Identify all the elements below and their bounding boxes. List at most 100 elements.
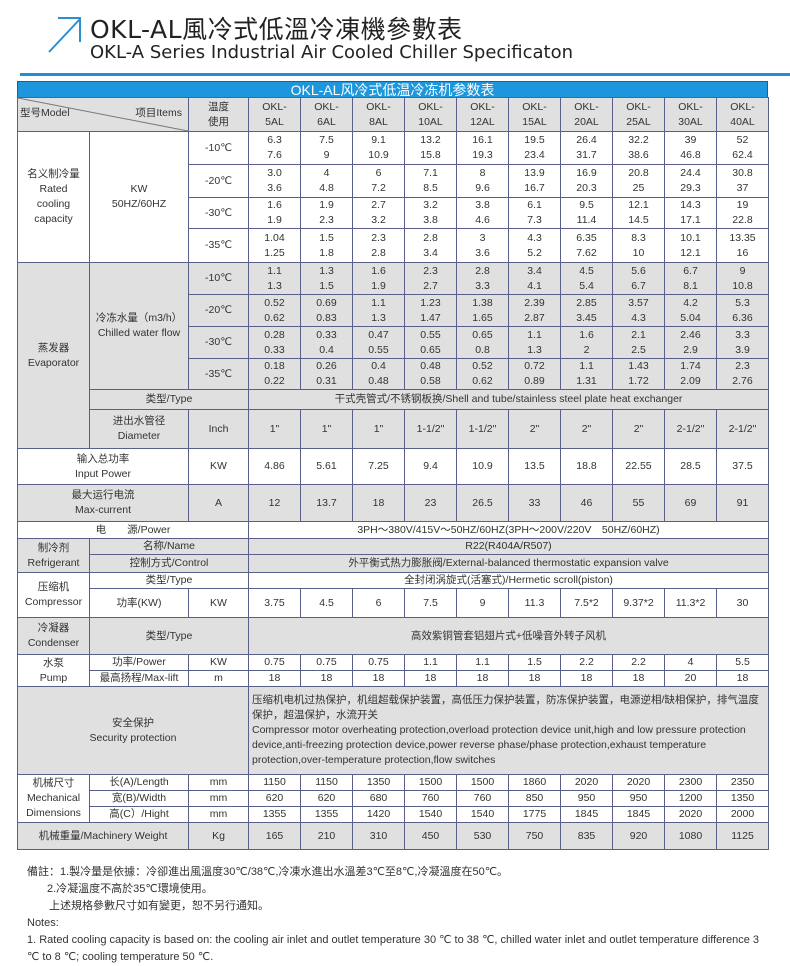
value-a: 3.4: [527, 264, 542, 277]
value-a: 1.1: [579, 360, 594, 372]
value-a: 0.55: [420, 328, 441, 341]
value-cell: 5.3 6.36: [716, 294, 769, 327]
value-b: 1.65: [472, 311, 493, 324]
value-a: 7.1: [423, 167, 438, 179]
value-cell: 26.4 31.7: [560, 131, 613, 165]
value-a: 1.74: [680, 360, 701, 372]
value-b: 0.8: [475, 343, 490, 356]
value-a: 9.1: [371, 134, 386, 146]
value-cell: 4: [664, 654, 717, 671]
value-cell: 3.0 3.6: [248, 164, 301, 198]
value-cell: 18: [352, 670, 405, 687]
table-row: 制冷剂 Refrigerant 名称/Name R22(R404A/R507): [17, 538, 769, 573]
value-b: 3.6: [475, 246, 490, 259]
value-cell: 1.5: [508, 654, 561, 671]
value-b: 19.3: [472, 149, 493, 161]
security-en: Compressor motor overheating protection,…: [252, 724, 746, 766]
value-cell: 5.5: [716, 654, 769, 671]
value-cell: 2020: [612, 774, 665, 791]
ref-control-label: 控制方式/Control: [89, 554, 249, 573]
value-cell: 2.3 2.8: [352, 228, 405, 263]
value-b: 2.87: [524, 311, 545, 324]
value-a: 3.2: [423, 199, 438, 211]
value-cell: 2.39 2.87: [508, 294, 561, 327]
value-a: 2.3: [735, 360, 750, 372]
value-a: 16.1: [472, 134, 493, 146]
value-cell: 680: [352, 790, 405, 807]
value-cell: 1845: [612, 806, 665, 823]
value-cell: 3.8 4.6: [456, 197, 509, 229]
value-cell: 13.7: [300, 484, 353, 522]
value-b: 2.76: [732, 375, 753, 387]
evaporator-label: 蒸发器 Evaporator: [17, 262, 90, 449]
value-b: 1.25: [264, 246, 285, 259]
value-cell: 0.26 0.31: [300, 358, 353, 390]
header-model-items: 型号Model 项目Items: [17, 97, 189, 132]
comp-type: 全封闭涡旋式(活塞式)/Hermetic scroll(piston): [248, 572, 769, 589]
value-b: 3.8: [423, 214, 438, 226]
temp-cell: -10℃: [188, 131, 249, 165]
value-cell: 620: [248, 790, 301, 807]
value-cell: 1420: [352, 806, 405, 823]
value-b: 37: [736, 182, 749, 194]
value-cell: 2": [508, 409, 561, 449]
value-b: 14.5: [628, 214, 649, 226]
dimensions-label: 机械尺寸 Mechanical Dimensions: [17, 774, 90, 823]
table-row: 压缩机 Compressor 类型/Type 全封闭涡旋式(活塞式)/Hermeti…: [17, 572, 769, 618]
value-a: 8.3: [631, 231, 646, 244]
security-label: 安全保护 Security protection: [17, 686, 249, 775]
capacity-label: 名义制冷量 Rated cooling capacity: [17, 131, 90, 263]
value-cell: 310: [352, 822, 405, 850]
header-model-name: OKL- 8AL: [352, 97, 405, 132]
header-model-name: OKL- 15AL: [508, 97, 561, 132]
value-b: 1.72: [628, 375, 649, 387]
value-cell: 850: [508, 790, 561, 807]
value-cell: 10.1 12.1: [664, 228, 717, 263]
value-a: 0.28: [264, 328, 285, 341]
value-cell: 11.3: [508, 588, 561, 618]
value-cell: 1-1/2": [404, 409, 457, 449]
security-cn: 压缩机电机过热保护，机组超载保护装置，高低压力保护装置，防冻保护装置，电源逆相/…: [252, 694, 759, 721]
value-cell: 69: [664, 484, 717, 522]
header-model-name: OKL- 10AL: [404, 97, 457, 132]
value-b: 3.2: [371, 214, 386, 226]
value-cell: 0.69 0.83: [300, 294, 353, 327]
pump-lift-label: 最高扬程/Max-lift: [89, 670, 189, 687]
value-cell: 1350: [352, 774, 405, 791]
value-cell: 3.75: [248, 588, 301, 618]
value-cell: 6.35 7.62: [560, 228, 613, 263]
value-cell: 18: [300, 670, 353, 687]
value-cell: 30.8 37: [716, 164, 769, 198]
value-cell: 3.2 3.8: [404, 197, 457, 229]
header-model-name: OKL- 40AL: [716, 97, 769, 132]
value-b: 0.22: [264, 375, 285, 387]
value-a: 4.3: [527, 231, 542, 244]
spec-table: 型号Model 项目Items 温度 使用 OKL- 5AL OKL- 6AL OKL- …: [17, 97, 769, 850]
cond-type-label: 类型/Type: [89, 617, 249, 655]
value-cell: 0.75: [248, 654, 301, 671]
value-cell: 6: [352, 588, 405, 618]
value-b: 16: [736, 246, 749, 259]
value-cell: 1.74 2.09: [664, 358, 717, 390]
value-cell: 7.1 8.5: [404, 164, 457, 198]
value-b: 25: [632, 182, 645, 194]
value-a: 32.2: [628, 134, 649, 146]
value-cell: 37.5: [716, 448, 769, 485]
value-cell: 18.8: [560, 448, 613, 485]
security-value: 压缩机电机过热保护，机组超载保护装置，高低压力保护装置，防冻保护装置，电源逆相/…: [248, 686, 769, 775]
value-b: 1.3: [371, 311, 386, 324]
value-a: 2.39: [524, 296, 545, 309]
value-cell: 7.5*2: [560, 588, 613, 618]
value-b: 0.62: [472, 375, 493, 387]
value-cell: 1.6 1.9: [352, 262, 405, 295]
value-cell: 165: [248, 822, 301, 850]
value-a: 0.33: [316, 328, 337, 341]
value-a: 3.8: [475, 199, 490, 211]
value-cell: 18: [612, 670, 665, 687]
value-b: 0.48: [368, 375, 389, 387]
value-cell: 6.3 7.6: [248, 131, 301, 165]
value-a: 0.4: [371, 360, 386, 372]
notes: 備註：1.製冷量是依據：冷卻進出風溫度30℃/38℃,冷凍水進出水溫差3℃至8℃…: [27, 864, 767, 966]
value-b: 8.1: [683, 279, 698, 292]
value-cell: 18: [560, 670, 613, 687]
